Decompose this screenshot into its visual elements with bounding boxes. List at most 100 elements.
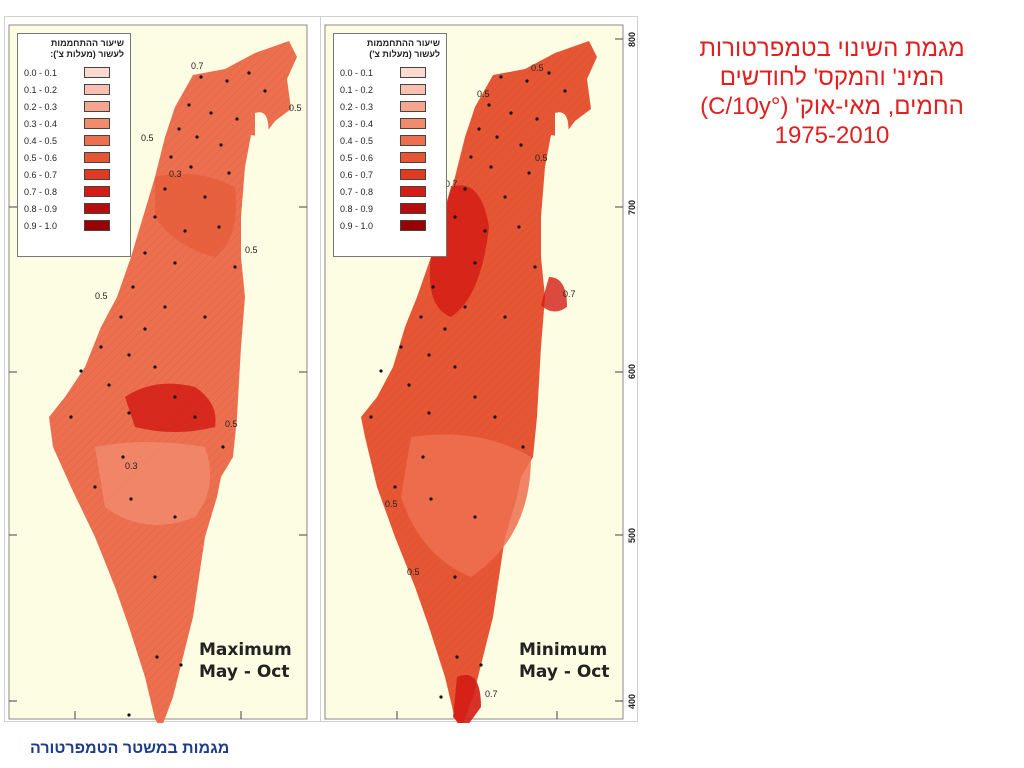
- zone-0-3: [95, 442, 211, 525]
- slide-title: מגמת השינוי בטמפרטורות המינ' והמקס' לחוד…: [658, 34, 1006, 150]
- legend-swatch: [84, 169, 110, 180]
- legend-row: 0.9 - 1.0: [340, 217, 440, 234]
- axis-left-ticks: [9, 206, 17, 702]
- contour-label: 0.7: [445, 179, 458, 189]
- legend-row-label: 0.2 - 0.3: [24, 101, 58, 112]
- legend-row-label: 0.4 - 0.5: [24, 135, 58, 146]
- axis-bottom-ticks: [74, 206, 307, 719]
- legend-row: 0.6 - 0.7: [24, 166, 124, 183]
- contour-label: 0.5: [531, 63, 544, 73]
- panel-label-line2: May - Oct: [519, 662, 610, 682]
- weather-stations: [69, 71, 267, 717]
- slide-title-line1: מגמת השינוי בטמפרטורות: [699, 35, 965, 62]
- legend-row: 0.5 - 0.6: [340, 149, 440, 166]
- legend-swatch: [400, 203, 426, 214]
- contour-label: 0.5: [289, 103, 302, 113]
- footer-caption: מגמות במשטר הטמפרטורה: [30, 740, 230, 757]
- legend-swatch: [400, 152, 426, 163]
- legend-swatch: [400, 84, 426, 95]
- map-panel-maximum: 150 250 0.7 0.5 0.5 0.3 0.5 0.5 0.5 0.3: [4, 16, 322, 723]
- zone-0-7: [125, 383, 216, 432]
- zone-0-7: [453, 675, 481, 723]
- contour-label: 0.7: [191, 61, 204, 71]
- legend-row: 0.8 - 0.9: [340, 200, 440, 217]
- legend-swatch: [84, 118, 110, 129]
- y-tick-500: 500: [627, 528, 637, 543]
- legend-rows: 0.0 - 0.1 0.1 - 0.2 0.2 - 0.3 0.3 - 0.4 0.4 …: [340, 64, 440, 234]
- weather-stations: [369, 71, 567, 699]
- legend-row: 0.3 - 0.4: [24, 115, 124, 132]
- map-panel-minimum: 800 700 600 500 400 150 250 0.5 0.5 0.7 …: [320, 16, 638, 723]
- legend-row-label: 0.7 - 0.8: [24, 186, 58, 197]
- legend-row: 0.9 - 1.0: [24, 217, 124, 234]
- legend-swatch: [84, 84, 110, 95]
- legend-swatch: [400, 220, 426, 231]
- slide-title-line4: 1975-2010: [774, 122, 890, 149]
- lake-kinneret: [555, 112, 569, 147]
- legend-row: 0.5 - 0.6: [24, 149, 124, 166]
- legend-swatch: [400, 135, 426, 146]
- legend-row: 0.4 - 0.5: [340, 132, 440, 149]
- legend-row-label: 0.3 - 0.4: [340, 118, 374, 129]
- contour-label: 0.5: [141, 133, 154, 143]
- legend-row-label: 0.5 - 0.6: [340, 152, 374, 163]
- legend-row-label: 0.6 - 0.7: [24, 169, 58, 180]
- legend-row: 0.7 - 0.8: [24, 183, 124, 200]
- legend-row: 0.8 - 0.9: [24, 200, 124, 217]
- legend-row-label: 0.8 - 0.9: [24, 203, 58, 214]
- legend-title: שיעור ההתחממות לעשור (מעלות צ'): [366, 38, 440, 59]
- legend-swatch: [84, 67, 110, 78]
- zone-0-5: [155, 173, 237, 257]
- legend-swatch: [84, 101, 110, 112]
- y-tick-700: 700: [627, 200, 637, 215]
- legend-swatch: [84, 135, 110, 146]
- contour-label: 0.5: [95, 291, 108, 301]
- legend-row: 0.6 - 0.7: [340, 166, 440, 183]
- contour-label: 0.5: [477, 89, 490, 99]
- legend-swatch: [400, 101, 426, 112]
- legend-row-label: 0.2 - 0.3: [340, 101, 374, 112]
- contour-label: 0.7: [485, 689, 498, 699]
- lake-kinneret: [255, 112, 269, 147]
- legend-swatch: [84, 203, 110, 214]
- legend-swatch: [400, 169, 426, 180]
- legend-row: 0.4 - 0.5: [24, 132, 124, 149]
- legend-rows: 0.0 - 0.1 0.1 - 0.2 0.2 - 0.3 0.3 - 0.4 0.4 …: [24, 64, 124, 234]
- panel-label: Maximum May - Oct: [199, 639, 292, 683]
- slide-title-line3: החמים, מאי-אוק' (°C/10y): [700, 93, 964, 120]
- legend-swatch: [84, 220, 110, 231]
- legend-row-label: 0.5 - 0.6: [24, 152, 58, 163]
- legend-row: 0.2 - 0.3: [340, 98, 440, 115]
- legend-row: 0.0 - 0.1: [340, 64, 440, 81]
- contour-label: 0.7: [563, 289, 576, 299]
- contour-label: 0.5: [225, 419, 238, 429]
- map-maximum: 150 250 0.7 0.5 0.5 0.3 0.5 0.5 0.5 0.3: [8, 24, 308, 723]
- legend-row-label: 0.7 - 0.8: [340, 186, 374, 197]
- contour-label: 0.5: [535, 153, 548, 163]
- zone-0-7: [541, 277, 567, 312]
- legend-row-label: 0.8 - 0.9: [340, 203, 374, 214]
- legend-row-label: 0.6 - 0.7: [340, 169, 374, 180]
- legend-row-label: 0.9 - 1.0: [340, 220, 374, 231]
- legend: שיעור ההתחממות לעשור (מעלות צ') 0.0 - 0.…: [333, 33, 447, 257]
- legend-row: 0.1 - 0.2: [24, 81, 124, 98]
- legend-row-label: 0.1 - 0.2: [24, 84, 58, 95]
- legend-row-label: 0.4 - 0.5: [340, 135, 374, 146]
- hatch-overlay: [361, 41, 597, 723]
- legend-row: 0.7 - 0.8: [340, 183, 440, 200]
- legend-row-label: 0.9 - 1.0: [24, 220, 58, 231]
- y-tick-600: 600: [627, 364, 637, 379]
- legend-swatch: [84, 186, 110, 197]
- y-tick-800: 800: [627, 32, 637, 47]
- contour-label: 0.3: [169, 169, 182, 179]
- contour-label: 0.5: [407, 567, 420, 577]
- axis-right-ticks: [396, 38, 623, 719]
- legend-swatch: [400, 186, 426, 197]
- legend-row: 0.0 - 0.1: [24, 64, 124, 81]
- y-tick-400: 400: [627, 694, 637, 709]
- contour-label: 0.5: [245, 245, 258, 255]
- legend-swatch: [84, 152, 110, 163]
- contour-label: 0.5: [385, 499, 398, 509]
- legend-row-label: 0.3 - 0.4: [24, 118, 58, 129]
- legend-row: 0.1 - 0.2: [340, 81, 440, 98]
